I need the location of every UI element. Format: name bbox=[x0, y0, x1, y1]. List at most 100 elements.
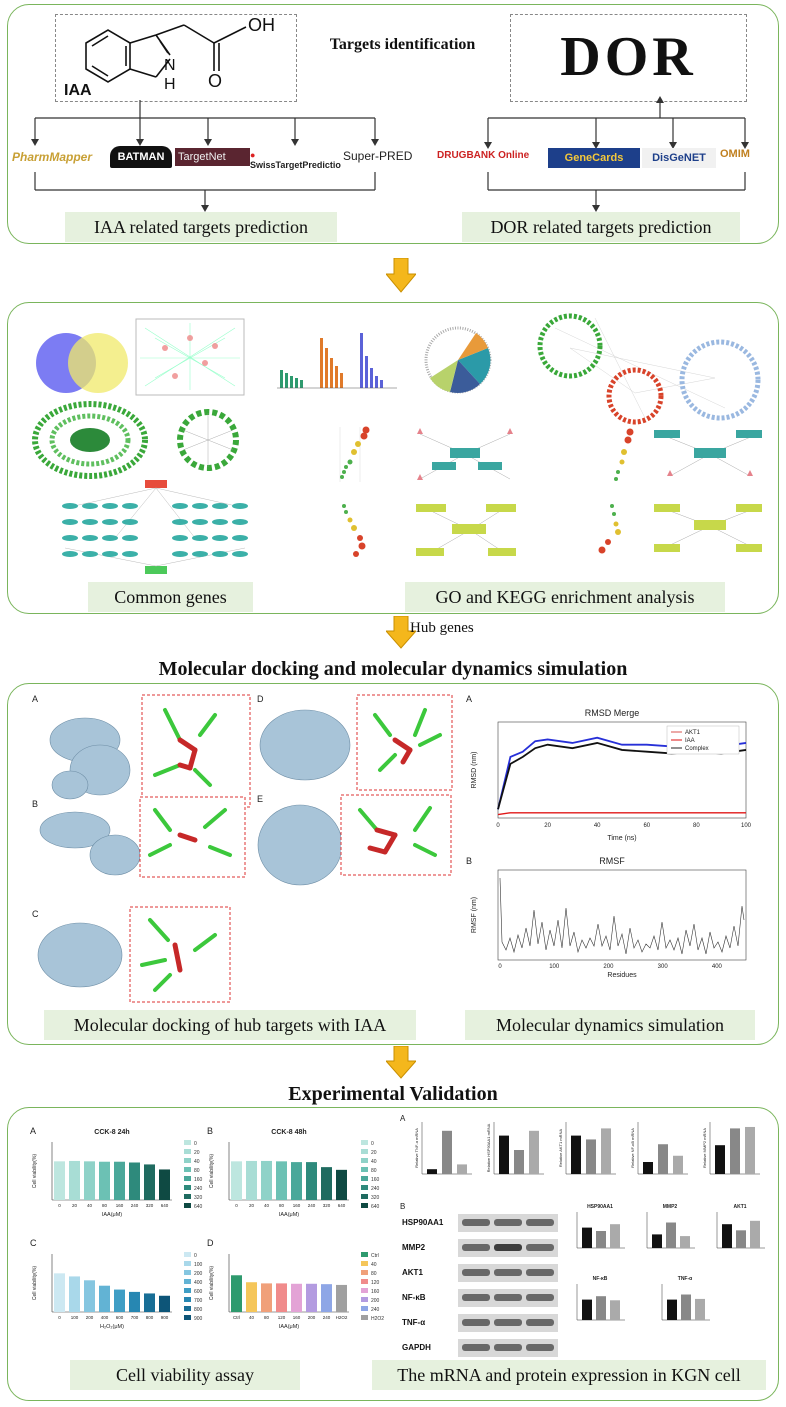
rmsd-series-iaa bbox=[497, 812, 746, 816]
legend-swatch bbox=[184, 1158, 191, 1163]
legend-swatch bbox=[184, 1279, 191, 1284]
dor-targets-prediction-label: DOR related targets prediction bbox=[462, 212, 740, 242]
cck-xlabel: IAA(μM) bbox=[102, 1212, 122, 1218]
cck-x-tick: 400 bbox=[101, 1315, 109, 1320]
rmsd-x-tick: 0 bbox=[496, 823, 500, 829]
kegg-dot-plot-right bbox=[598, 504, 621, 554]
mrna-bar-charts: A Relative TNF-α mRNA Relative HSP90AA1 mR… bbox=[400, 1114, 760, 1175]
legend-label: 80 bbox=[371, 1271, 377, 1277]
docking-image-b: B bbox=[32, 796, 246, 878]
protein-bar-charts: HSP90AA1 MMP2 AKT1 NF-κB TNF-α bbox=[576, 1204, 765, 1321]
ppi-network-a bbox=[135, 318, 245, 396]
iaa-oh-label: OH bbox=[248, 15, 275, 35]
batman-logo: BATMAN bbox=[110, 146, 172, 168]
docking-heading: Molecular docking and molecular dynamics… bbox=[158, 658, 628, 680]
go-dot-plot-right bbox=[614, 428, 634, 481]
rmsf-chart: B RMSF RMSF (nm) Residues 0 100 200 300 400 bbox=[466, 856, 747, 979]
cck-xlabel: IAA(μM) bbox=[279, 1324, 299, 1330]
rmsd-x-tick: 20 bbox=[544, 823, 551, 829]
down-arrow-icon bbox=[386, 258, 416, 293]
cck-x-tick: 160 bbox=[293, 1203, 301, 1208]
legend-label: 200 bbox=[194, 1271, 203, 1277]
cck-bar bbox=[54, 1161, 65, 1200]
rmsd-x-tick: 60 bbox=[643, 823, 650, 829]
down-arrow-icon bbox=[386, 616, 416, 649]
cck-bar bbox=[129, 1291, 140, 1312]
mrna-title: Relative NF-κB mRNA bbox=[630, 1128, 635, 1168]
rmsf-x-tick: 400 bbox=[712, 964, 723, 970]
disgenet-logo: DisGeNET bbox=[642, 148, 716, 168]
cck-x-tick: 40 bbox=[264, 1203, 270, 1208]
cck-bar bbox=[246, 1282, 257, 1312]
legend-label: 20 bbox=[371, 1150, 377, 1156]
protein-bar bbox=[722, 1224, 732, 1248]
wb-band bbox=[494, 1319, 522, 1326]
protein-bar bbox=[596, 1231, 606, 1248]
network-c bbox=[177, 409, 239, 471]
legend-label: 700 bbox=[194, 1298, 203, 1304]
swisstarget-icon: ● bbox=[250, 150, 256, 160]
cck-bar bbox=[159, 1295, 170, 1312]
superpred-logo: Super-PRED bbox=[343, 149, 413, 163]
mrna-bar bbox=[586, 1139, 596, 1174]
rmsd-legend-complex: Complex bbox=[685, 746, 709, 752]
legend-swatch bbox=[184, 1140, 191, 1145]
wb-band-label: NF-κB bbox=[402, 1293, 426, 1302]
validation-panel bbox=[7, 1107, 779, 1401]
mrna-bar bbox=[514, 1150, 524, 1174]
legend-swatch bbox=[361, 1185, 368, 1190]
iaa-targets-prediction-label: IAA related targets prediction bbox=[65, 212, 337, 242]
cck-bar bbox=[306, 1162, 317, 1200]
cck-bar bbox=[321, 1284, 332, 1312]
cck-x-tick: 320 bbox=[146, 1203, 154, 1208]
cck-x-tick: 160 bbox=[293, 1315, 301, 1320]
wb-band bbox=[462, 1344, 490, 1351]
legend-label: 200 bbox=[371, 1298, 380, 1304]
legend-label: 400 bbox=[194, 1280, 203, 1286]
rmsf-x-tick: 200 bbox=[603, 964, 614, 970]
legend-swatch bbox=[361, 1167, 368, 1172]
wb-band bbox=[526, 1319, 554, 1326]
iaa-o-label: O bbox=[208, 71, 222, 91]
wb-band bbox=[462, 1244, 490, 1251]
mrna-bar bbox=[571, 1135, 581, 1174]
docking-image-c: C bbox=[32, 906, 231, 1003]
chart-letter: D bbox=[207, 1238, 214, 1248]
rmsf-x-tick: 100 bbox=[549, 964, 560, 970]
mrna-title: Relative MMP2 mRNA bbox=[702, 1128, 707, 1168]
legend-swatch bbox=[184, 1306, 191, 1311]
legend-label: 900 bbox=[194, 1316, 203, 1322]
rmsd-x-tick: 40 bbox=[594, 823, 601, 829]
cck-x-tick: 0 bbox=[235, 1203, 238, 1208]
mrna-bar bbox=[529, 1130, 539, 1174]
cck-xlabel: H₂O₂(μM) bbox=[100, 1324, 124, 1330]
cck-x-tick: 80 bbox=[102, 1203, 108, 1208]
protein-title: AKT1 bbox=[733, 1204, 746, 1210]
cck-x-tick: 800 bbox=[146, 1315, 154, 1320]
legend-swatch bbox=[184, 1167, 191, 1172]
mrna-bar bbox=[601, 1128, 611, 1174]
wb-band bbox=[526, 1269, 554, 1276]
cck-bar bbox=[84, 1280, 95, 1312]
cck-x-tick: 640 bbox=[161, 1203, 169, 1208]
legend-label: 320 bbox=[194, 1195, 203, 1201]
cck-bar bbox=[261, 1283, 272, 1312]
legend-label: 160 bbox=[371, 1177, 380, 1183]
rmsd-chart: A RMSD Merge RMSD (nm) Time (ns) 0 20 40 60… bbox=[466, 694, 752, 842]
genecards-logo: GeneCards bbox=[548, 148, 640, 168]
legend-swatch bbox=[361, 1140, 368, 1145]
legend-swatch bbox=[184, 1176, 191, 1181]
legend-swatch bbox=[184, 1288, 191, 1293]
docking-image-d: D bbox=[257, 694, 453, 791]
protein-bar bbox=[610, 1224, 620, 1248]
cck-bar bbox=[246, 1160, 257, 1200]
protein-bar bbox=[652, 1234, 662, 1248]
md-letter-b: B bbox=[466, 856, 472, 866]
legend-label: 0 bbox=[194, 1253, 197, 1259]
rmsf-x-tick: 0 bbox=[498, 964, 502, 970]
legend-label: 600 bbox=[194, 1289, 203, 1295]
docking-letter-c: C bbox=[32, 909, 39, 919]
hub-genes-text: Hub genes bbox=[410, 620, 474, 636]
rmsd-x-tick: 100 bbox=[741, 823, 752, 829]
legend-swatch bbox=[361, 1315, 368, 1320]
